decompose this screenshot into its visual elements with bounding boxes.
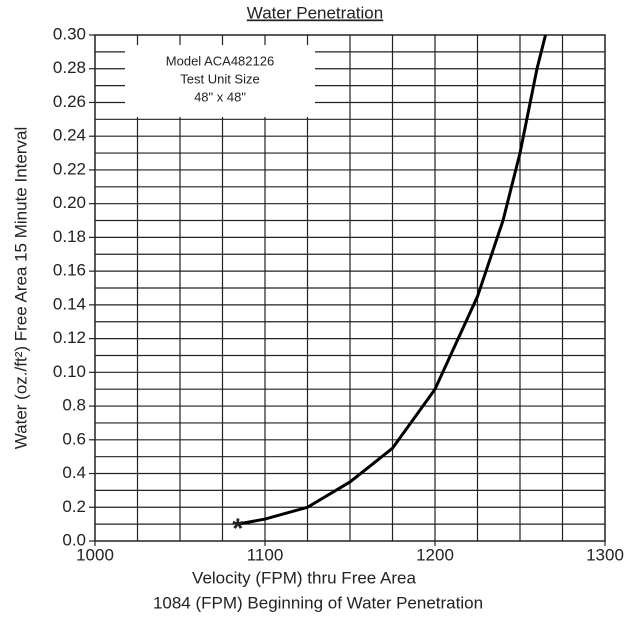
x-axis-label: Velocity (FPM) thru Free Area bbox=[192, 568, 416, 587]
y-tick-label: 0.4 bbox=[62, 463, 86, 482]
annotation-text: Test Unit Size bbox=[180, 71, 259, 86]
y-tick-label: 0.28 bbox=[53, 58, 86, 77]
y-axis-label: Water (oz./ft²) Free Area 15 Minute Inte… bbox=[11, 127, 30, 450]
y-tick-label: 0.8 bbox=[62, 396, 86, 415]
y-tick-label: 0.20 bbox=[53, 193, 86, 212]
curve bbox=[237, 34, 547, 526]
subtitle: 1084 (FPM) Beginning of Water Penetratio… bbox=[153, 593, 483, 612]
y-tick-label: 0.22 bbox=[53, 159, 86, 178]
start-marker: * bbox=[232, 513, 243, 544]
plot-frame bbox=[94, 34, 606, 542]
chart-title: Water Penetration bbox=[247, 3, 383, 22]
y-tick-label: 0.2 bbox=[62, 497, 86, 516]
x-tick-label: 1200 bbox=[416, 545, 454, 564]
y-tick-label: 0.24 bbox=[53, 126, 86, 145]
y-tick-label: 0.6 bbox=[62, 429, 86, 448]
x-tick-label: 1000 bbox=[76, 545, 114, 564]
annotation-text: Model ACA482126 bbox=[166, 53, 274, 68]
y-tick-label: 0.12 bbox=[53, 328, 86, 347]
x-tick-label: 1100 bbox=[247, 545, 284, 564]
y-tick-label: 0.18 bbox=[53, 227, 86, 246]
y-tick-label: 0.26 bbox=[53, 92, 86, 111]
annotation-text: 48" x 48" bbox=[194, 89, 246, 104]
x-tick-label: 1300 bbox=[586, 545, 624, 564]
y-tick-label: 0.0 bbox=[62, 530, 86, 549]
annotation-box bbox=[125, 45, 315, 117]
y-tick-label: 0.14 bbox=[53, 294, 86, 313]
y-tick-label: 0.10 bbox=[53, 362, 86, 381]
y-tick-label: 0.30 bbox=[53, 24, 86, 43]
y-tick-label: 0.16 bbox=[53, 261, 86, 280]
